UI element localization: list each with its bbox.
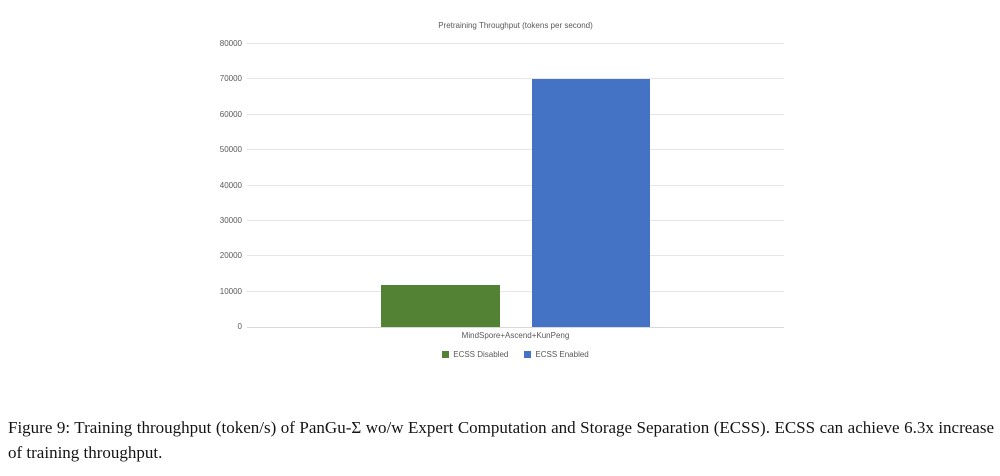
y-axis-tick-label: 0 (237, 322, 242, 331)
y-axis-tick-label: 40000 (219, 180, 242, 190)
plot-area (247, 43, 784, 328)
legend-swatch-icon (524, 351, 532, 358)
gridline (247, 78, 784, 80)
y-axis-tick-label: 70000 (219, 74, 242, 84)
y-axis-tick-label: 80000 (219, 39, 242, 48)
gridline (247, 184, 784, 186)
throughput-bar-chart: Pretraining Throughput (tokens per secon… (219, 21, 784, 359)
chart-legend: ECSS Disabled ECSS Enabled (247, 350, 784, 359)
y-axis-tick-label: 20000 (219, 251, 242, 261)
legend-item-ecss-enabled: ECSS Enabled (524, 350, 589, 359)
x-axis-category-label: MindSpore+Ascend+KunPeng (461, 331, 570, 340)
legend-label: ECSS Disabled (453, 350, 509, 359)
gridline (247, 219, 784, 221)
legend-item-ecss-disabled: ECSS Disabled (442, 350, 508, 359)
legend-label: ECSS Enabled (535, 350, 589, 359)
gridline (247, 113, 784, 115)
figure-caption: Figure 9: Training throughput (token/s) … (8, 418, 994, 462)
y-axis-tick-label: 50000 (219, 145, 242, 155)
bar-ecss-enabled (532, 79, 650, 327)
bar-ecss-disabled (381, 284, 500, 327)
y-axis-tick-label: 10000 (219, 286, 242, 296)
y-axis-tick-label: 30000 (219, 215, 242, 225)
gridline (247, 290, 784, 292)
chart-title: Pretraining Throughput (tokens per secon… (438, 21, 593, 30)
gridline (247, 43, 784, 44)
y-axis-tick-label: 60000 (219, 109, 242, 119)
legend-swatch-icon (442, 351, 450, 358)
gridline (247, 149, 784, 151)
gridline (247, 255, 784, 257)
